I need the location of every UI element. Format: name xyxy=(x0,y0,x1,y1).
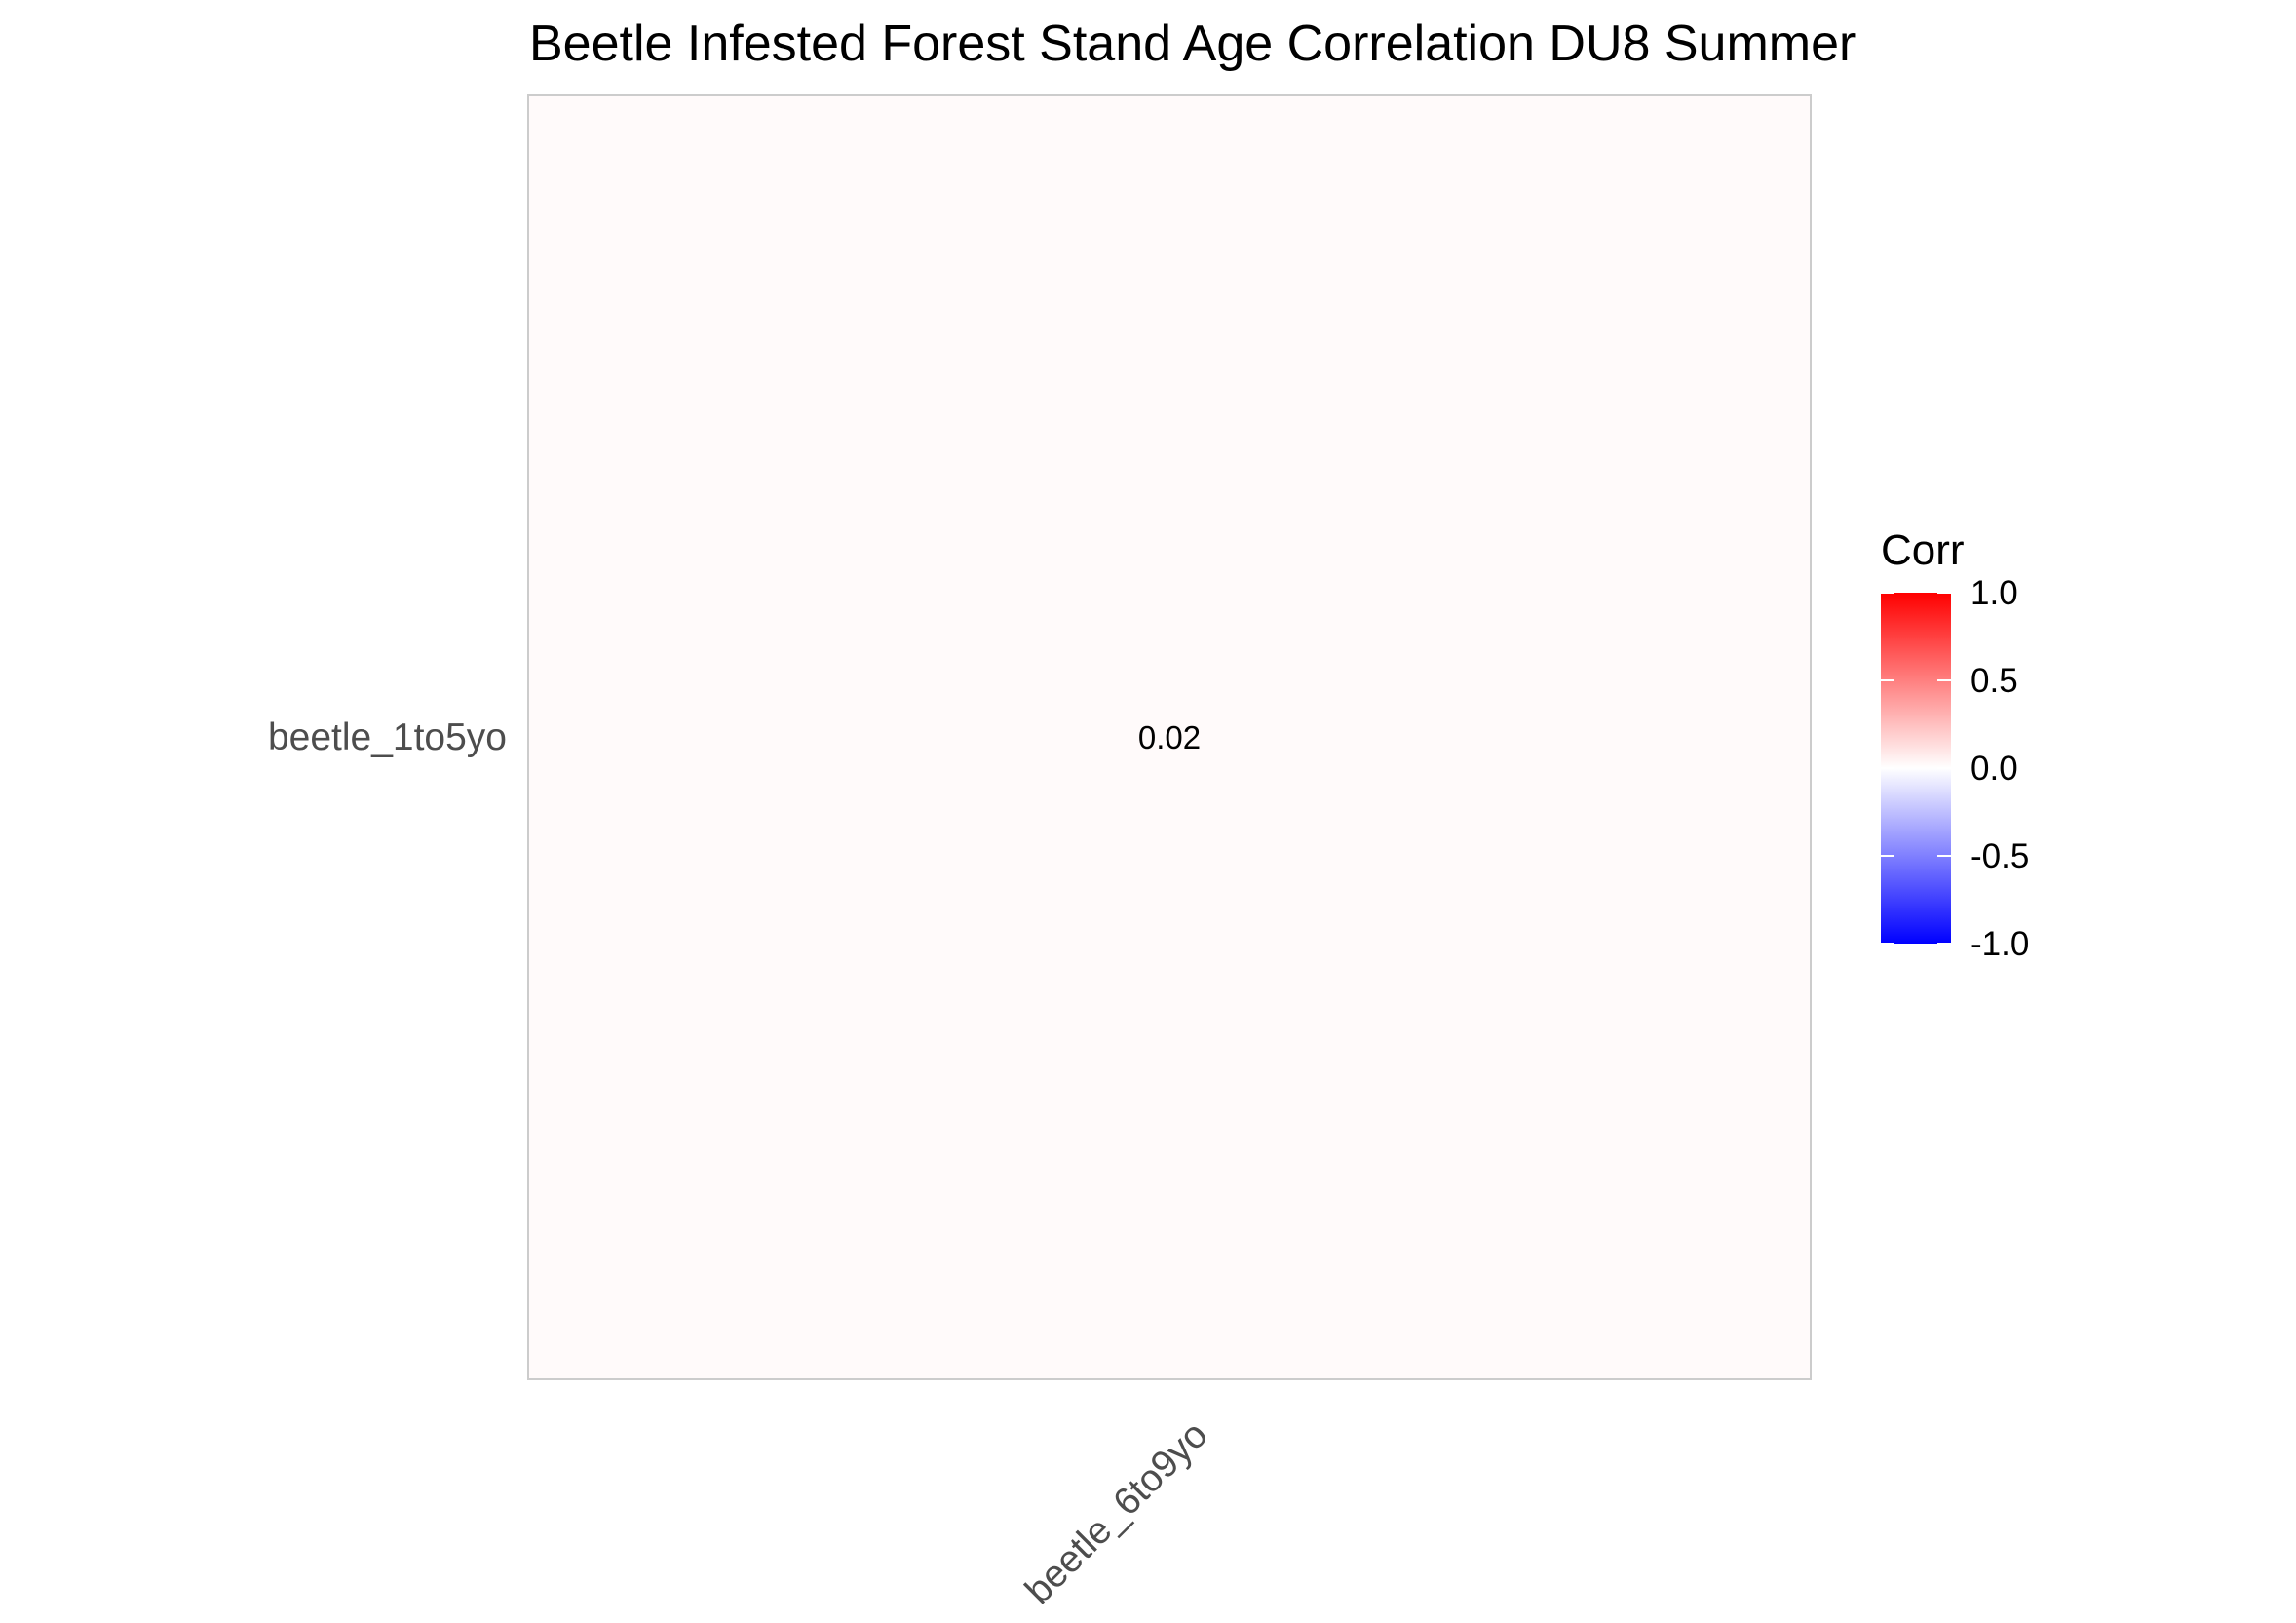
legend-ticks: 1.0 0.5 0.0 -0.5 -1.0 xyxy=(1881,574,2029,963)
heatmap-cells: 0.02 xyxy=(527,94,1812,1380)
legend-title: Corr xyxy=(1881,526,1965,574)
legend-tick-label: 1.0 xyxy=(1971,574,2018,612)
cell-value-label: 0.02 xyxy=(1138,719,1201,755)
chart-title: Beetle Infested Forest Stand Age Correla… xyxy=(529,16,1856,72)
legend-tick-label: -0.5 xyxy=(1971,837,2029,875)
x-tick-label: beetle_6to9yo xyxy=(1017,1413,1216,1612)
legend: Corr 1.0 0.5 0.0 -0.5 -1.0 xyxy=(1881,526,2029,963)
heatmap-cell xyxy=(527,94,1812,1380)
x-axis-tick-labels: beetle_6to9yo xyxy=(1017,1413,1216,1612)
y-axis-tick-labels: beetle_1to5yo xyxy=(268,716,507,758)
legend-tick-label: 0.5 xyxy=(1971,662,2018,700)
y-tick-label: beetle_1to5yo xyxy=(268,716,507,758)
legend-tick-label: -1.0 xyxy=(1971,925,2029,963)
legend-tick-label: 0.0 xyxy=(1971,750,2018,788)
